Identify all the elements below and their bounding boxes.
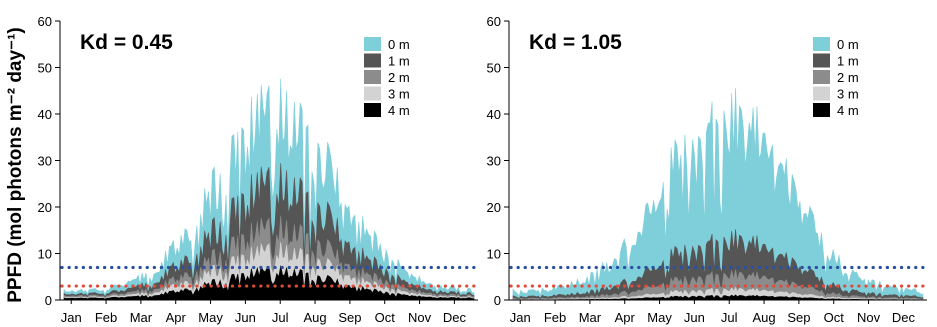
legend-swatch (813, 53, 830, 68)
legend-label: 0 m (388, 37, 410, 52)
x-tick-label: May (647, 310, 672, 325)
legend-label: 3 m (388, 87, 410, 102)
legend-swatch (364, 86, 381, 101)
legend-swatch (364, 103, 381, 117)
x-tick-label: Sep (338, 310, 361, 325)
reference-lines (509, 265, 927, 288)
y-tick-label: 60 (38, 14, 52, 29)
axes: 0 10 20 30 40 50 60 Jan Feb Mar Apr May Jun Jul Aug Sep… (38, 14, 478, 325)
x-tick-label: Oct (375, 310, 396, 325)
x-tick-label: Sep (787, 310, 810, 325)
legend-swatch (364, 53, 381, 68)
x-tick-label: Jan (510, 310, 531, 325)
legend-label: 2 m (388, 70, 410, 85)
legend-swatch (813, 103, 830, 117)
area-layers (63, 78, 475, 301)
legend-swatch (364, 70, 381, 84)
y-tick-label: 40 (38, 107, 52, 122)
legend-label: 1 m (388, 54, 410, 69)
x-tick-label: Mar (579, 310, 602, 325)
area-3m (512, 286, 924, 301)
y-axis-label: PPFD (mol photons m⁻² day⁻¹) (5, 27, 26, 303)
legend-swatch (364, 37, 381, 51)
y-tick-label: 60 (487, 14, 501, 29)
x-tick-label: Jan (61, 310, 82, 325)
y-tick-label: 50 (38, 61, 52, 76)
legend-label: 4 m (837, 103, 859, 118)
y-tick-label: 40 (487, 107, 501, 122)
x-tick-label: Jun (235, 310, 256, 325)
x-tick-label: Nov (857, 310, 881, 325)
x-tick-label: Dec (892, 310, 916, 325)
x-tick-label: Dec (443, 310, 467, 325)
y-tick-label: 30 (38, 154, 52, 169)
area-4m (63, 265, 475, 301)
y-tick-label: 20 (38, 200, 52, 215)
legend-label: 4 m (388, 103, 410, 118)
legend-label: 3 m (837, 87, 859, 102)
panel-kd-045: 0 10 20 30 40 50 60 Jan Feb Mar Apr May Jun Jul Aug Sep… (38, 14, 478, 325)
panel-title: Kd = 1.05 (529, 31, 622, 54)
x-tick-label: May (198, 310, 223, 325)
y-tick-label: 0 (45, 293, 52, 308)
x-tick-label: Jul (721, 310, 738, 325)
y-tick-label: 50 (487, 61, 501, 76)
legend-label: 2 m (837, 70, 859, 85)
x-tick-label: Jul (272, 310, 289, 325)
y-tick-label: 10 (487, 247, 501, 262)
y-tick-label: 10 (38, 247, 52, 262)
y-tick-label: 30 (487, 154, 501, 169)
x-tick-label: Feb (95, 310, 117, 325)
legend-swatch (813, 37, 830, 51)
panel-kd-105: 0 10 20 30 40 50 60 Jan Feb Mar Apr May Jun Jul Aug Sep… (487, 14, 927, 325)
axes: 0 10 20 30 40 50 60 Jan Feb Mar Apr May Jun Jul Aug Sep… (487, 14, 927, 325)
y-tick-label: 20 (487, 200, 501, 215)
area-0m (512, 87, 924, 301)
area-1m (512, 229, 924, 301)
legend-swatch (813, 70, 830, 84)
reference-lines (60, 265, 478, 288)
x-tick-label: Mar (130, 310, 153, 325)
y-tick-label: 0 (494, 293, 501, 308)
x-tick-label: Aug (303, 310, 326, 325)
legend-label: 0 m (837, 37, 859, 52)
x-tick-label: Feb (544, 310, 566, 325)
x-tick-label: Oct (824, 310, 845, 325)
x-tick-label: Nov (408, 310, 432, 325)
panel-title: Kd = 0.45 (80, 31, 173, 54)
legend: 0 m 1 m2 m 3 m4 m (813, 37, 859, 118)
legend: 0 m 1 m2 m 3 m4 m (364, 37, 410, 118)
x-tick-label: Apr (615, 310, 636, 325)
x-tick-label: Apr (166, 310, 187, 325)
legend-label: 1 m (837, 54, 859, 69)
legend-swatch (813, 86, 830, 101)
x-tick-label: Aug (752, 310, 775, 325)
x-tick-label: Jun (684, 310, 705, 325)
